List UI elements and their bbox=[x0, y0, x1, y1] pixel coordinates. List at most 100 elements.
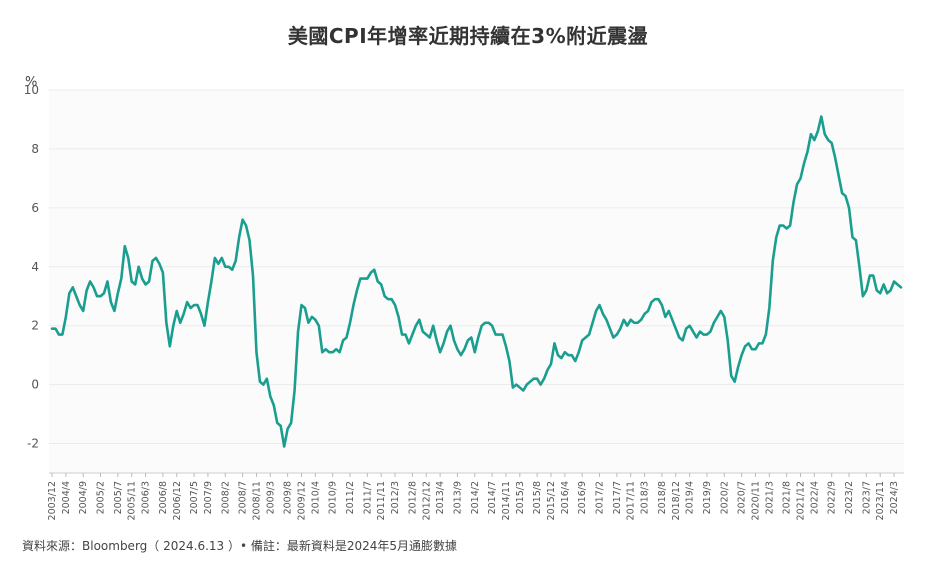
cpi-data-point bbox=[411, 334, 413, 336]
cpi-data-point bbox=[865, 289, 867, 291]
cpi-data-point bbox=[443, 342, 445, 344]
cpi-data-point bbox=[460, 354, 462, 356]
cpi-data-point bbox=[283, 445, 285, 447]
cpi-data-point bbox=[543, 378, 545, 380]
cpi-data-point bbox=[193, 304, 195, 306]
cpi-data-point bbox=[751, 348, 753, 350]
cpi-data-point bbox=[96, 295, 98, 297]
x-tick-label: 2020/11 bbox=[750, 481, 761, 520]
cpi-data-point bbox=[529, 381, 531, 383]
cpi-data-point bbox=[775, 236, 777, 238]
cpi-data-point bbox=[86, 289, 88, 291]
cpi-data-point bbox=[262, 384, 264, 386]
cpi-data-point bbox=[810, 133, 812, 135]
x-tick-label: 2003/12 bbox=[47, 481, 58, 520]
x-tick-label: 2018/8 bbox=[657, 481, 668, 514]
cpi-data-point bbox=[450, 325, 452, 327]
cpi-data-point bbox=[623, 319, 625, 321]
cpi-data-point bbox=[210, 281, 212, 283]
cpi-data-point bbox=[339, 351, 341, 353]
cpi-data-point bbox=[803, 163, 805, 165]
cpi-data-point bbox=[644, 313, 646, 315]
cpi-data-point bbox=[384, 295, 386, 297]
cpi-data-point bbox=[463, 348, 465, 350]
cpi-data-point bbox=[782, 225, 784, 227]
cpi-data-point bbox=[890, 289, 892, 291]
cpi-data-point bbox=[501, 334, 503, 336]
cpi-data-point bbox=[363, 278, 365, 280]
cpi-data-point bbox=[824, 133, 826, 135]
x-tick-label: 2021/8 bbox=[782, 481, 793, 514]
cpi-data-point bbox=[183, 313, 185, 315]
cpi-data-point bbox=[602, 313, 604, 315]
x-tick-label: 2007/9 bbox=[203, 481, 214, 514]
cpi-data-point bbox=[301, 304, 303, 306]
cpi-data-point bbox=[100, 295, 102, 297]
x-tick-label: 2015/12 bbox=[546, 481, 557, 520]
cpi-data-point bbox=[619, 328, 621, 330]
cpi-data-point bbox=[214, 257, 216, 259]
x-tick-label: 2024/3 bbox=[889, 481, 900, 514]
cpi-data-point bbox=[581, 339, 583, 341]
x-tick-label: 2011/11 bbox=[376, 481, 387, 520]
cpi-data-point bbox=[744, 345, 746, 347]
cpi-data-point bbox=[72, 286, 74, 288]
cpi-data-point bbox=[366, 278, 368, 280]
cpi-data-point bbox=[536, 378, 538, 380]
cpi-data-point bbox=[657, 298, 659, 300]
x-tick-label: 2018/3 bbox=[640, 481, 651, 514]
x-tick-label: 2016/9 bbox=[577, 481, 588, 514]
cpi-data-point bbox=[387, 298, 389, 300]
cpi-data-point bbox=[470, 336, 472, 338]
cpi-data-point bbox=[858, 266, 860, 268]
cpi-data-point bbox=[311, 316, 313, 318]
x-tick-label: 2023/11 bbox=[875, 481, 886, 520]
cpi-data-point bbox=[702, 334, 704, 336]
cpi-data-point bbox=[716, 316, 718, 318]
x-tick-label: 2012/3 bbox=[390, 481, 401, 514]
cpi-data-point bbox=[748, 342, 750, 344]
cpi-data-point bbox=[637, 322, 639, 324]
cpi-data-point bbox=[789, 225, 791, 227]
cpi-data-point bbox=[817, 130, 819, 132]
cpi-data-point bbox=[158, 263, 160, 265]
cpi-data-point bbox=[651, 301, 653, 303]
cpi-data-point bbox=[855, 239, 857, 241]
x-tick-label: 2011/2 bbox=[345, 481, 356, 514]
cpi-data-point bbox=[834, 157, 836, 159]
cpi-data-point bbox=[401, 334, 403, 336]
cpi-data-point bbox=[370, 272, 372, 274]
cpi-data-point bbox=[491, 325, 493, 327]
cpi-data-point bbox=[186, 301, 188, 303]
cpi-data-point bbox=[851, 236, 853, 238]
cpi-data-point bbox=[335, 348, 337, 350]
cpi-data-point bbox=[418, 319, 420, 321]
x-tick-label: 2008/2 bbox=[220, 481, 231, 514]
cpi-data-point bbox=[800, 177, 802, 179]
x-tick-label: 2007/5 bbox=[189, 481, 200, 514]
cpi-data-point bbox=[699, 331, 701, 333]
cpi-data-point bbox=[820, 116, 822, 118]
y-tick-label: 10 bbox=[24, 83, 39, 97]
cpi-data-point bbox=[203, 325, 205, 327]
cpi-data-point bbox=[65, 316, 67, 318]
cpi-data-point bbox=[179, 322, 181, 324]
x-tick-label: 2016/4 bbox=[560, 481, 571, 514]
cpi-data-point bbox=[252, 275, 254, 277]
cpi-data-point bbox=[692, 331, 694, 333]
cpi-data-point bbox=[578, 351, 580, 353]
cpi-data-point bbox=[155, 257, 157, 259]
cpi-data-point bbox=[689, 325, 691, 327]
cpi-data-point bbox=[120, 278, 122, 280]
cpi-data-point bbox=[346, 336, 348, 338]
cpi-data-point bbox=[398, 316, 400, 318]
cpi-data-point bbox=[557, 354, 559, 356]
cpi-data-point bbox=[869, 275, 871, 277]
cpi-data-point bbox=[436, 339, 438, 341]
x-tick-label: 2008/7 bbox=[238, 481, 249, 514]
cpi-data-point bbox=[456, 348, 458, 350]
cpi-data-point bbox=[453, 339, 455, 341]
cpi-data-point bbox=[68, 292, 70, 294]
x-tick-label: 2004/4 bbox=[61, 481, 72, 514]
cpi-data-point bbox=[127, 257, 129, 259]
